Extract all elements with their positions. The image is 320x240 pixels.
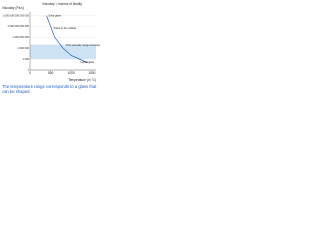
annotation: Solid glass [49, 13, 62, 17]
x-tick-label: 0 [29, 71, 31, 75]
caption: The temperature range corresponds to a g… [2, 84, 97, 94]
x-tick-label: 1000 [68, 71, 75, 75]
x-tick-label: 500 [48, 71, 54, 75]
annotation: Paste to be molded [54, 26, 77, 30]
chart-title: Viscosity = inverse of fluidity [42, 2, 82, 6]
annotation: This viscosity range corresponds to a gl… [66, 43, 100, 47]
y-axis-label: Viscosity (Pa.s) [2, 6, 24, 10]
annotation: Liquid glass [81, 60, 95, 64]
y-tick-label: 1 000 000 000 [12, 35, 29, 39]
y-tick-label: 1 [28, 68, 30, 72]
page: {"chart_data": { "type": "line", "title"… [0, 0, 100, 101]
y-tick-label: 1 000 000 000 000 000 [2, 13, 29, 17]
x-tick-label: 1500 [88, 71, 95, 75]
x-axis-label: Temperature (in °C) [68, 78, 96, 82]
line [46, 15, 88, 64]
y-tick-label: 1 000 000 000 000 [7, 24, 29, 28]
y-tick-label: 1 000 000 [17, 46, 29, 50]
chart: Viscosity = inverse of fluidity Viscosit… [2, 2, 100, 82]
y-tick-label: 1 000 [23, 57, 30, 61]
